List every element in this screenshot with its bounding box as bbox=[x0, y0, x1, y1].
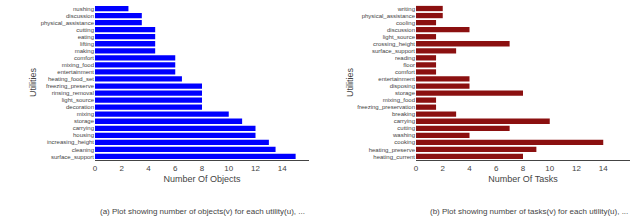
svg-text:0: 0 bbox=[93, 164, 98, 173]
svg-text:10: 10 bbox=[224, 164, 233, 173]
svg-text:cutting: cutting bbox=[397, 125, 415, 131]
svg-text:heating_preserve: heating_preserve bbox=[369, 147, 416, 153]
svg-text:Utilities: Utilities bbox=[345, 68, 355, 98]
svg-text:comfort: comfort bbox=[74, 55, 94, 61]
svg-text:increasing_height: increasing_height bbox=[47, 139, 94, 145]
svg-text:6: 6 bbox=[173, 164, 178, 173]
svg-text:surface_support: surface_support bbox=[372, 48, 415, 54]
svg-text:4: 4 bbox=[146, 164, 151, 173]
svg-text:mixing_food: mixing_food bbox=[62, 62, 94, 68]
svg-text:discussion: discussion bbox=[66, 13, 94, 19]
svg-text:freezing_preservation: freezing_preservation bbox=[357, 104, 415, 110]
svg-text:reading: reading bbox=[395, 55, 415, 61]
svg-text:mixing: mixing bbox=[77, 111, 94, 117]
svg-text:light_source: light_source bbox=[383, 34, 416, 40]
svg-text:mixing_food: mixing_food bbox=[383, 97, 415, 103]
svg-text:cleaning: cleaning bbox=[72, 147, 94, 153]
svg-text:cutting: cutting bbox=[76, 27, 94, 33]
svg-text:storage: storage bbox=[395, 90, 416, 96]
svg-text:surface_support: surface_support bbox=[51, 154, 94, 160]
svg-text:physical_assistance: physical_assistance bbox=[362, 13, 416, 19]
svg-text:14: 14 bbox=[278, 164, 287, 173]
svg-text:heating_current: heating_current bbox=[373, 154, 415, 160]
svg-text:floor: floor bbox=[403, 62, 415, 68]
svg-text:lifting: lifting bbox=[80, 41, 94, 47]
svg-text:rinsing_removal: rinsing_removal bbox=[52, 90, 94, 96]
svg-text:10: 10 bbox=[545, 164, 554, 173]
svg-text:writing: writing bbox=[397, 6, 415, 12]
svg-text:Number Of Objects: Number Of Objects bbox=[163, 174, 241, 184]
svg-text:light_source: light_source bbox=[62, 97, 95, 103]
svg-text:housing: housing bbox=[73, 132, 94, 138]
svg-text:carrying: carrying bbox=[73, 125, 94, 131]
svg-text:decoration: decoration bbox=[66, 104, 94, 110]
svg-text:disposing: disposing bbox=[390, 83, 415, 89]
svg-text:entertainment: entertainment bbox=[57, 69, 94, 75]
svg-text:freezing_preserve: freezing_preserve bbox=[46, 83, 95, 89]
svg-text:physical_assistance: physical_assistance bbox=[41, 20, 95, 26]
svg-text:storage: storage bbox=[74, 118, 95, 124]
svg-text:cooling: cooling bbox=[396, 20, 415, 26]
svg-text:heating_food_set: heating_food_set bbox=[48, 76, 94, 82]
svg-text:Number Of Tasks: Number Of Tasks bbox=[488, 174, 558, 184]
svg-text:making: making bbox=[75, 48, 94, 54]
svg-text:8: 8 bbox=[200, 164, 205, 173]
svg-text:0: 0 bbox=[414, 164, 419, 173]
svg-text:entertainment: entertainment bbox=[378, 76, 415, 82]
svg-text:discussion: discussion bbox=[387, 27, 415, 33]
svg-text:6: 6 bbox=[494, 164, 499, 173]
svg-text:comfort: comfort bbox=[395, 69, 415, 75]
svg-text:crossing_height: crossing_height bbox=[373, 41, 415, 47]
svg-text:cooking: cooking bbox=[394, 139, 415, 145]
svg-text:12: 12 bbox=[251, 164, 260, 173]
svg-text:8: 8 bbox=[521, 164, 526, 173]
svg-text:12: 12 bbox=[572, 164, 581, 173]
svg-text:Utilities: Utilities bbox=[28, 68, 38, 98]
svg-text:washing: washing bbox=[392, 132, 415, 138]
svg-text:4: 4 bbox=[467, 164, 472, 173]
svg-text:14: 14 bbox=[599, 164, 608, 173]
svg-text:eating: eating bbox=[78, 34, 94, 40]
svg-text:breaking: breaking bbox=[392, 111, 415, 117]
svg-text:carrying: carrying bbox=[394, 118, 415, 124]
svg-text:2: 2 bbox=[120, 164, 125, 173]
svg-text:2: 2 bbox=[441, 164, 446, 173]
svg-text:nushing: nushing bbox=[73, 6, 94, 12]
svg-text:(a) Plot showing number of obj: (a) Plot showing number of objects(v) fo… bbox=[100, 207, 305, 216]
svg-text:(b) Plot showing number of tas: (b) Plot showing number of tasks(v) for … bbox=[430, 207, 628, 216]
